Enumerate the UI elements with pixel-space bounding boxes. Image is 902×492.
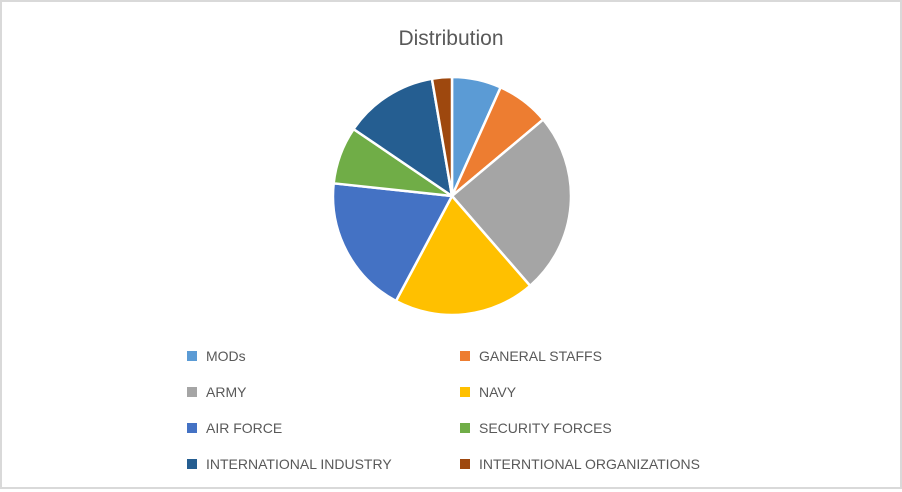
chart-title: Distribution bbox=[398, 27, 504, 50]
legend-label: INTERNTIONAL ORGANIZATIONS bbox=[479, 456, 700, 472]
legend-item-navy[interactable]: NAVY bbox=[460, 384, 700, 400]
legend-swatch-ganeral-staffs bbox=[460, 351, 470, 361]
legend-swatch-air-force bbox=[187, 423, 197, 433]
legend-item-interntional-organizations[interactable]: INTERNTIONAL ORGANIZATIONS bbox=[460, 456, 700, 472]
legend-label: INTERNATIONAL INDUSTRY bbox=[206, 456, 392, 472]
pie-slice-navy[interactable] bbox=[394, 193, 532, 317]
legend-label: MODs bbox=[206, 348, 246, 364]
pie-svg[interactable] bbox=[320, 64, 584, 328]
chart-legend: MODs GANERAL STAFFS ARMY NAVY AIR FORCE … bbox=[187, 348, 700, 492]
legend-label: AIR FORCE bbox=[206, 420, 283, 436]
legend-swatch-security-forces bbox=[460, 423, 470, 433]
legend-item-army[interactable]: ARMY bbox=[187, 384, 460, 400]
legend-label: GANERAL STAFFS bbox=[479, 348, 602, 364]
pie-slice-international-industry[interactable] bbox=[351, 77, 454, 199]
legend-label: NAVY bbox=[479, 384, 517, 400]
plot-area[interactable] bbox=[320, 64, 584, 328]
legend-label: SECURITY FORCES bbox=[479, 420, 612, 436]
legend-swatch-navy bbox=[460, 387, 470, 397]
pie-slice-air-force[interactable] bbox=[331, 181, 454, 303]
legend-item-air-force[interactable]: AIR FORCE bbox=[187, 420, 460, 436]
legend-item-security-forces[interactable]: SECURITY FORCES bbox=[460, 420, 700, 436]
legend-item-mods[interactable]: MODs bbox=[187, 348, 460, 364]
legend-swatch-army bbox=[187, 387, 197, 397]
legend-item-ganeral-staffs[interactable]: GANERAL STAFFS bbox=[460, 348, 700, 364]
pie-slice-interntional-organizations[interactable] bbox=[430, 75, 454, 197]
pie-slice-army[interactable] bbox=[450, 117, 573, 288]
legend-swatch-interntional-organizations bbox=[460, 459, 470, 469]
legend-swatch-international-industry bbox=[187, 459, 197, 469]
legend-swatch-mods bbox=[187, 351, 197, 361]
legend-label: ARMY bbox=[206, 384, 247, 400]
legend-item-international-industry[interactable]: INTERNATIONAL INDUSTRY bbox=[187, 456, 460, 472]
